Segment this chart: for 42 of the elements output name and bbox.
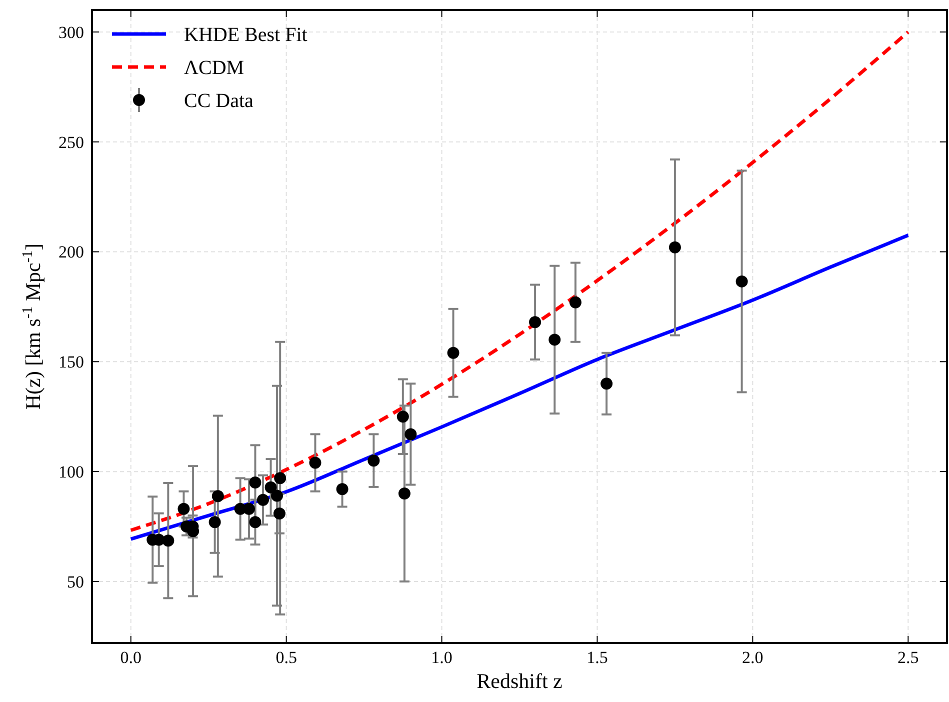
y-tick-label: 100 bbox=[58, 462, 84, 482]
point bbox=[569, 296, 582, 308]
point bbox=[447, 346, 460, 359]
point bbox=[668, 241, 681, 254]
point bbox=[270, 490, 283, 502]
x-axis-title: Redshift z bbox=[476, 669, 562, 693]
point bbox=[212, 490, 224, 502]
point bbox=[398, 488, 410, 500]
point bbox=[178, 502, 190, 515]
legend-label: CC Data bbox=[184, 90, 254, 112]
x-tick-label: 0.5 bbox=[276, 648, 297, 667]
point bbox=[404, 428, 417, 440]
x-tick-label: 0.0 bbox=[120, 648, 142, 667]
point bbox=[736, 275, 748, 288]
line-series bbox=[129, 234, 910, 541]
point bbox=[368, 454, 380, 467]
y-tick-label: 300 bbox=[58, 22, 84, 42]
point bbox=[336, 483, 348, 496]
x-tick-label: 2.0 bbox=[742, 648, 764, 667]
point bbox=[396, 410, 409, 423]
point bbox=[600, 378, 613, 390]
point bbox=[257, 494, 269, 506]
y-tick-label: 50 bbox=[67, 572, 84, 592]
y-tick-label: 150 bbox=[58, 352, 84, 372]
point bbox=[208, 516, 221, 528]
legend-label: KHDE Best Fit bbox=[184, 24, 308, 46]
point bbox=[274, 472, 286, 484]
point bbox=[273, 508, 286, 520]
point bbox=[548, 334, 561, 346]
point bbox=[249, 476, 262, 489]
y-tick-label: 250 bbox=[58, 132, 84, 152]
legend-label: ΛCDM bbox=[184, 57, 244, 79]
x-tick-label: 2.5 bbox=[898, 648, 919, 667]
x-tick-label: 1.5 bbox=[586, 648, 608, 667]
y-tick-label: 200 bbox=[58, 242, 84, 262]
point bbox=[249, 516, 262, 528]
point bbox=[243, 502, 256, 515]
point bbox=[309, 456, 322, 469]
point bbox=[529, 316, 542, 328]
point bbox=[162, 534, 174, 547]
x-tick-label: 1.0 bbox=[431, 648, 452, 667]
point bbox=[264, 481, 277, 494]
